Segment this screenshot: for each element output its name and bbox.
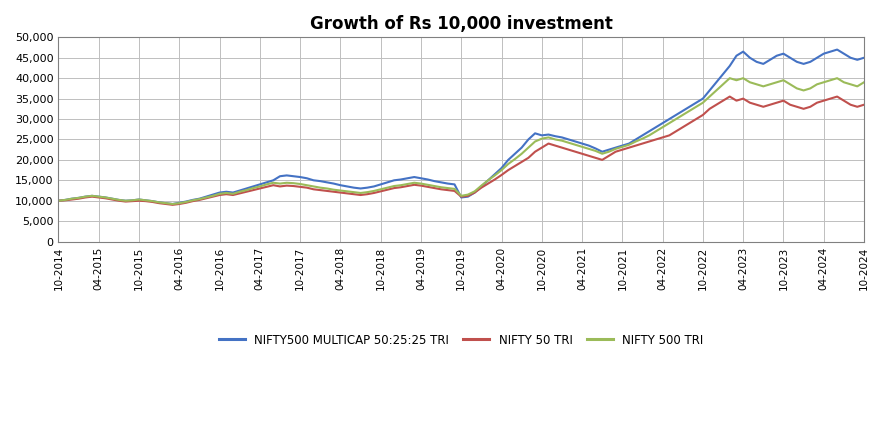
NIFTY 50 TRI xyxy=(563,147,574,152)
NIFTY 500 TRI xyxy=(604,149,614,154)
Line: NIFTY500 MULTICAP 50:25:25 TRI: NIFTY500 MULTICAP 50:25:25 TRI xyxy=(58,50,864,204)
NIFTY 50 TRI xyxy=(858,102,869,107)
NIFTY 500 TRI xyxy=(402,181,413,187)
NIFTY500 MULTICAP 50:25:25 TRI xyxy=(812,55,822,60)
NIFTY 500 TRI xyxy=(133,197,144,202)
NIFTY 50 TRI xyxy=(819,98,829,103)
NIFTY500 MULTICAP 50:25:25 TRI xyxy=(133,197,144,202)
NIFTY 50 TRI xyxy=(167,202,178,207)
NIFTY 50 TRI xyxy=(604,153,614,158)
NIFTY500 MULTICAP 50:25:25 TRI xyxy=(167,201,178,206)
NIFTY 50 TRI xyxy=(53,198,64,203)
NIFTY 500 TRI xyxy=(248,186,258,191)
NIFTY 500 TRI xyxy=(563,140,574,145)
NIFTY 50 TRI xyxy=(402,184,413,189)
NIFTY 50 TRI xyxy=(248,187,258,192)
NIFTY 50 TRI xyxy=(133,198,144,203)
NIFTY500 MULTICAP 50:25:25 TRI xyxy=(53,198,64,203)
NIFTY500 MULTICAP 50:25:25 TRI xyxy=(832,47,842,52)
Title: Growth of Rs 10,000 investment: Growth of Rs 10,000 investment xyxy=(309,15,613,33)
NIFTY 500 TRI xyxy=(53,198,64,203)
NIFTY500 MULTICAP 50:25:25 TRI xyxy=(604,147,614,152)
NIFTY500 MULTICAP 50:25:25 TRI xyxy=(248,184,258,189)
NIFTY500 MULTICAP 50:25:25 TRI xyxy=(563,137,574,142)
NIFTY 500 TRI xyxy=(167,201,178,206)
NIFTY500 MULTICAP 50:25:25 TRI xyxy=(858,55,869,60)
NIFTY 500 TRI xyxy=(819,80,829,85)
Line: NIFTY 50 TRI: NIFTY 50 TRI xyxy=(58,97,864,205)
Legend: NIFTY500 MULTICAP 50:25:25 TRI, NIFTY 50 TRI, NIFTY 500 TRI: NIFTY500 MULTICAP 50:25:25 TRI, NIFTY 50… xyxy=(214,329,708,351)
NIFTY 500 TRI xyxy=(725,75,735,81)
NIFTY500 MULTICAP 50:25:25 TRI xyxy=(402,176,413,181)
NIFTY 50 TRI xyxy=(725,94,735,99)
NIFTY 500 TRI xyxy=(858,80,869,85)
Line: NIFTY 500 TRI: NIFTY 500 TRI xyxy=(58,78,864,204)
